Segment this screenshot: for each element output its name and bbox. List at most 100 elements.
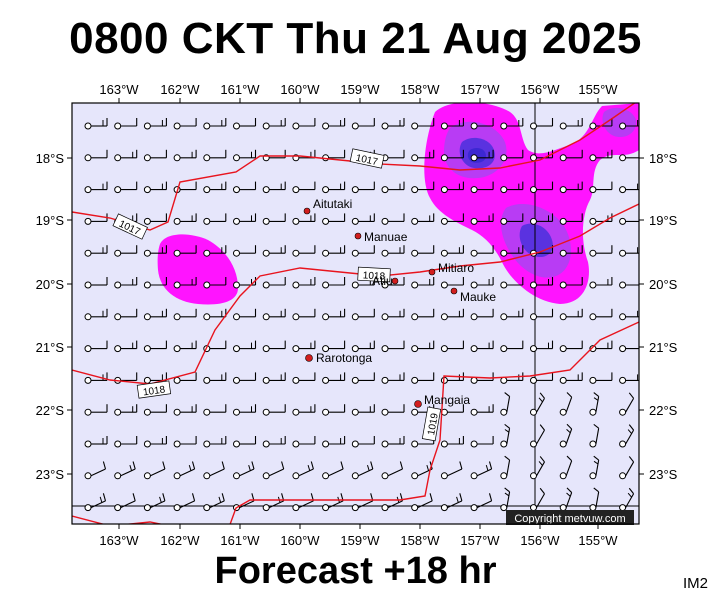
wind-barb <box>262 436 286 448</box>
wind-barb <box>411 493 433 512</box>
wind-barb <box>559 181 583 194</box>
wind-barb <box>84 213 108 225</box>
isobar-1018-mid <box>72 203 639 385</box>
lon-label-top: 159°W <box>340 82 380 97</box>
wind-barb <box>500 277 524 289</box>
isobar-labels: 1017 1017 1018 1018 1019 <box>112 148 442 442</box>
wind-barb <box>114 461 136 480</box>
wind-barb <box>500 308 524 321</box>
wind-barb <box>559 149 583 162</box>
wind-barb <box>440 308 464 321</box>
wind-barb <box>559 455 573 480</box>
wind-barb <box>589 245 613 257</box>
wind-barb <box>262 404 286 416</box>
wind-barb <box>351 308 375 321</box>
svg-text:1018: 1018 <box>363 270 386 282</box>
image-code: IM2 <box>682 575 708 592</box>
wind-barb <box>322 118 346 130</box>
wind-barb <box>143 245 167 257</box>
place-label-mauke: Mauke <box>460 290 496 304</box>
wind-barb <box>411 213 435 225</box>
wind-barb <box>440 149 464 162</box>
wind-barb <box>411 245 435 257</box>
wind-barb <box>589 372 613 384</box>
wind-barb <box>500 487 511 512</box>
wind-barb <box>203 213 227 225</box>
rain-area-heavy-2 <box>519 223 553 258</box>
rain-areas <box>157 103 639 305</box>
wind-barb <box>530 213 554 225</box>
wind-barb <box>559 372 583 384</box>
wind-barb <box>114 340 138 353</box>
wind-barb <box>589 149 613 162</box>
wind-barb <box>589 423 600 448</box>
wind-barb <box>381 245 405 257</box>
lat-label-left: 20°S <box>36 277 65 292</box>
wind-barb <box>233 404 257 416</box>
place-dot-atiu <box>391 277 399 285</box>
wind-barb <box>500 455 511 480</box>
wind-barb <box>322 277 346 289</box>
wind-barb <box>84 149 108 162</box>
wind-barb <box>619 217 639 225</box>
wind-barb <box>233 340 257 353</box>
svg-text:1019: 1019 <box>426 412 441 436</box>
wind-barb <box>351 213 375 225</box>
wind-barb <box>114 308 138 321</box>
place-dot-manuae <box>354 232 362 240</box>
wind-barb <box>470 181 494 194</box>
wind-barb <box>470 149 494 162</box>
lat-label-right: 23°S <box>649 467 678 482</box>
place-dot-mangaia <box>414 400 422 408</box>
place-dot-aitutaki <box>303 207 311 215</box>
wind-barb <box>114 404 138 416</box>
wind-barb <box>84 277 108 289</box>
wind-barb <box>381 340 405 353</box>
map-axes: 163°W 163°W 162°W 162°W 161°W 161°W 160°W 160°W… <box>36 82 678 548</box>
wind-barb <box>143 213 167 225</box>
wind-barb <box>411 149 435 162</box>
wind-barb <box>411 372 435 384</box>
wind-barb <box>262 308 286 321</box>
wind-barb <box>292 340 316 353</box>
wind-barb <box>530 308 554 321</box>
wind-barb <box>203 493 225 512</box>
wind-barb <box>440 461 463 480</box>
wind-barb <box>589 181 613 194</box>
wind-barb <box>143 404 167 416</box>
wind-barb <box>351 340 375 353</box>
wind-barb <box>292 245 316 257</box>
wind-barb <box>411 118 435 130</box>
lon-label-top: 158°W <box>400 82 440 97</box>
wind-barb <box>143 461 166 480</box>
wind-barb <box>440 404 464 416</box>
wind-barb <box>262 277 286 289</box>
places: Aitutaki Manuae Mitiaro Atiu Mauke Rarot… <box>303 197 496 408</box>
wind-barb <box>114 149 138 162</box>
wind-barb <box>530 456 545 480</box>
wind-barb <box>262 118 286 130</box>
wind-barb <box>203 461 225 480</box>
wind-barb <box>381 118 405 130</box>
wind-barb <box>351 372 375 384</box>
wind-barb <box>322 245 346 257</box>
wind-barb <box>143 118 167 130</box>
wind-barb <box>233 213 257 225</box>
place-label-atiu: Atiu <box>372 274 393 288</box>
wind-barb <box>173 340 197 353</box>
wind-barb <box>589 277 613 289</box>
wind-barb <box>292 308 316 321</box>
wind-barb <box>500 392 511 416</box>
lon-label-bottom: 157°W <box>460 533 500 548</box>
wind-barb <box>84 461 107 480</box>
wind-barb <box>203 118 227 130</box>
wind-barb <box>559 340 583 353</box>
wind-barb <box>233 149 257 162</box>
wind-barb <box>84 404 108 416</box>
lat-label-left: 23°S <box>36 467 65 482</box>
wind-barb <box>292 277 316 289</box>
wind-barb <box>143 308 167 321</box>
wind-barb <box>84 493 107 512</box>
wind-barb <box>470 372 494 384</box>
wind-barb <box>262 213 286 225</box>
